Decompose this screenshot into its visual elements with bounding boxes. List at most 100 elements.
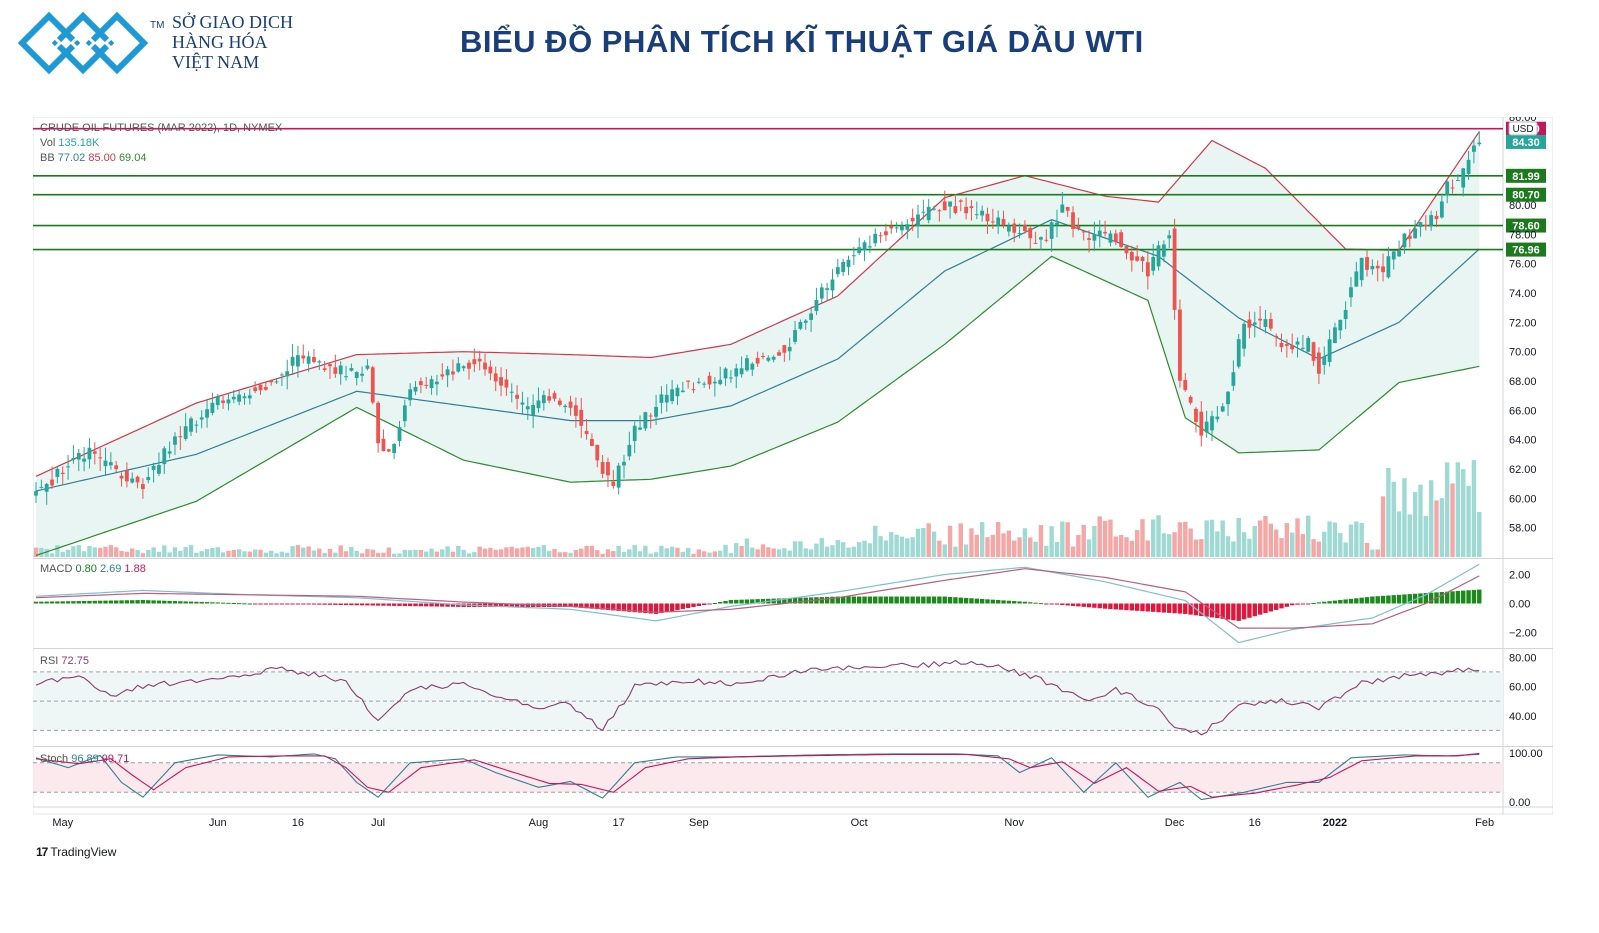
macd-hist-bar [65,601,71,604]
macd-hist-bar [851,596,857,604]
volume-bar [279,551,285,557]
macd-hist-bar [1167,603,1172,613]
candle-body [819,287,824,299]
candle [1445,180,1450,204]
volume-bar [669,546,675,557]
rsi-tick-label: 60.00 [1509,682,1537,694]
candle [493,366,498,392]
volume-bar [1455,462,1461,557]
volume-bar [242,551,247,557]
macd-hist-bar [937,596,942,604]
macd-hist-bar [1241,603,1247,620]
macd-hist-bar [1338,600,1343,604]
candle-body [499,377,503,386]
candle [1418,221,1423,237]
volume-bar [76,545,81,557]
macd-hist-bar [327,603,333,605]
candle [237,390,242,406]
candle [1317,347,1321,384]
volume-bar [514,548,520,557]
tradingview-brand[interactable]: 17 TradingView [36,845,116,859]
candle-body [472,359,477,365]
macd-hist-bar [418,603,424,607]
candle [793,320,797,345]
candle-body [215,396,220,406]
macd-hist-bar [49,601,55,604]
candle [1413,219,1418,239]
candle-body [1156,245,1161,267]
candle [269,379,274,386]
candle-body [777,352,781,356]
macd-hist-bar [1300,603,1306,605]
candle [1247,311,1252,339]
candle [841,258,846,277]
macd-hist-bar [701,603,707,605]
candle-body [1012,223,1017,233]
volume-bar [776,549,782,557]
macd-hist-bar [990,599,996,604]
candle-body [509,391,514,393]
volume-bar [701,551,707,557]
stoch-label: Stoch [40,753,69,765]
volume-bar [81,551,87,557]
chart-container[interactable]: 85.2081.9980.7078.6076.9684.30USD58.0060… [32,112,1554,834]
macd-tick-label: −2.00 [1509,628,1537,640]
candle-body [932,208,936,210]
macd-hist-bar [220,602,226,604]
candle [1359,257,1364,287]
candle-body [226,399,231,404]
candle [87,438,92,469]
candle-body [729,377,733,379]
candle [525,397,530,420]
candle-body [761,355,765,357]
candle-body [1006,225,1011,232]
volume-bar [1076,534,1081,557]
candle [1076,217,1081,231]
volume-bar [1391,481,1396,557]
volume-bar [995,521,1001,557]
volume-bar [1338,533,1343,557]
candle-body [124,470,129,482]
candle-body [477,358,482,362]
macd-hist-bar [1284,603,1290,607]
macd-signal-line [35,568,1480,629]
macd-hist-bar [1102,603,1108,609]
macd-hist-bar [846,596,851,604]
volume-bar [391,553,397,557]
macd-hist-bar [445,603,450,607]
macd-hist-bar [215,602,220,604]
volume-bar [1380,496,1386,557]
candle-body [1333,327,1337,344]
macd-hist-bar [199,601,204,604]
candle [1183,373,1188,392]
macd-hist-bar [140,600,146,604]
price-tick-label: 60.00 [1509,493,1537,505]
currency-badge [1508,121,1538,136]
volume-bar [124,551,130,557]
candle-body [413,386,418,392]
time-tick-label: Dec [1165,817,1185,829]
volume-bar [1028,537,1033,557]
rsi-line [35,659,1480,736]
candle [584,419,589,440]
candle-body [675,387,680,397]
candle-body [157,465,161,474]
volume-bar [204,549,210,557]
price-chart-svg[interactable]: 85.2081.9980.7078.6076.9684.30USD58.0060… [32,112,1554,834]
candle-body [1311,342,1316,361]
macd-hist-bar [1108,603,1113,610]
time-tick-label: 16 [1249,817,1261,829]
candle-body [515,394,519,399]
candle [638,415,642,431]
candle-body [1338,319,1343,331]
candle [1215,405,1220,423]
volume-bar [194,552,199,557]
candle [1338,319,1343,340]
macd-hist-bar [236,603,242,605]
macd-hist-bar [648,603,653,614]
candle-body [381,438,386,452]
macd-hist-bar [1455,590,1461,604]
macd-hist-bar [359,603,365,606]
candle [867,235,872,254]
macd-hist-bar [343,603,349,606]
